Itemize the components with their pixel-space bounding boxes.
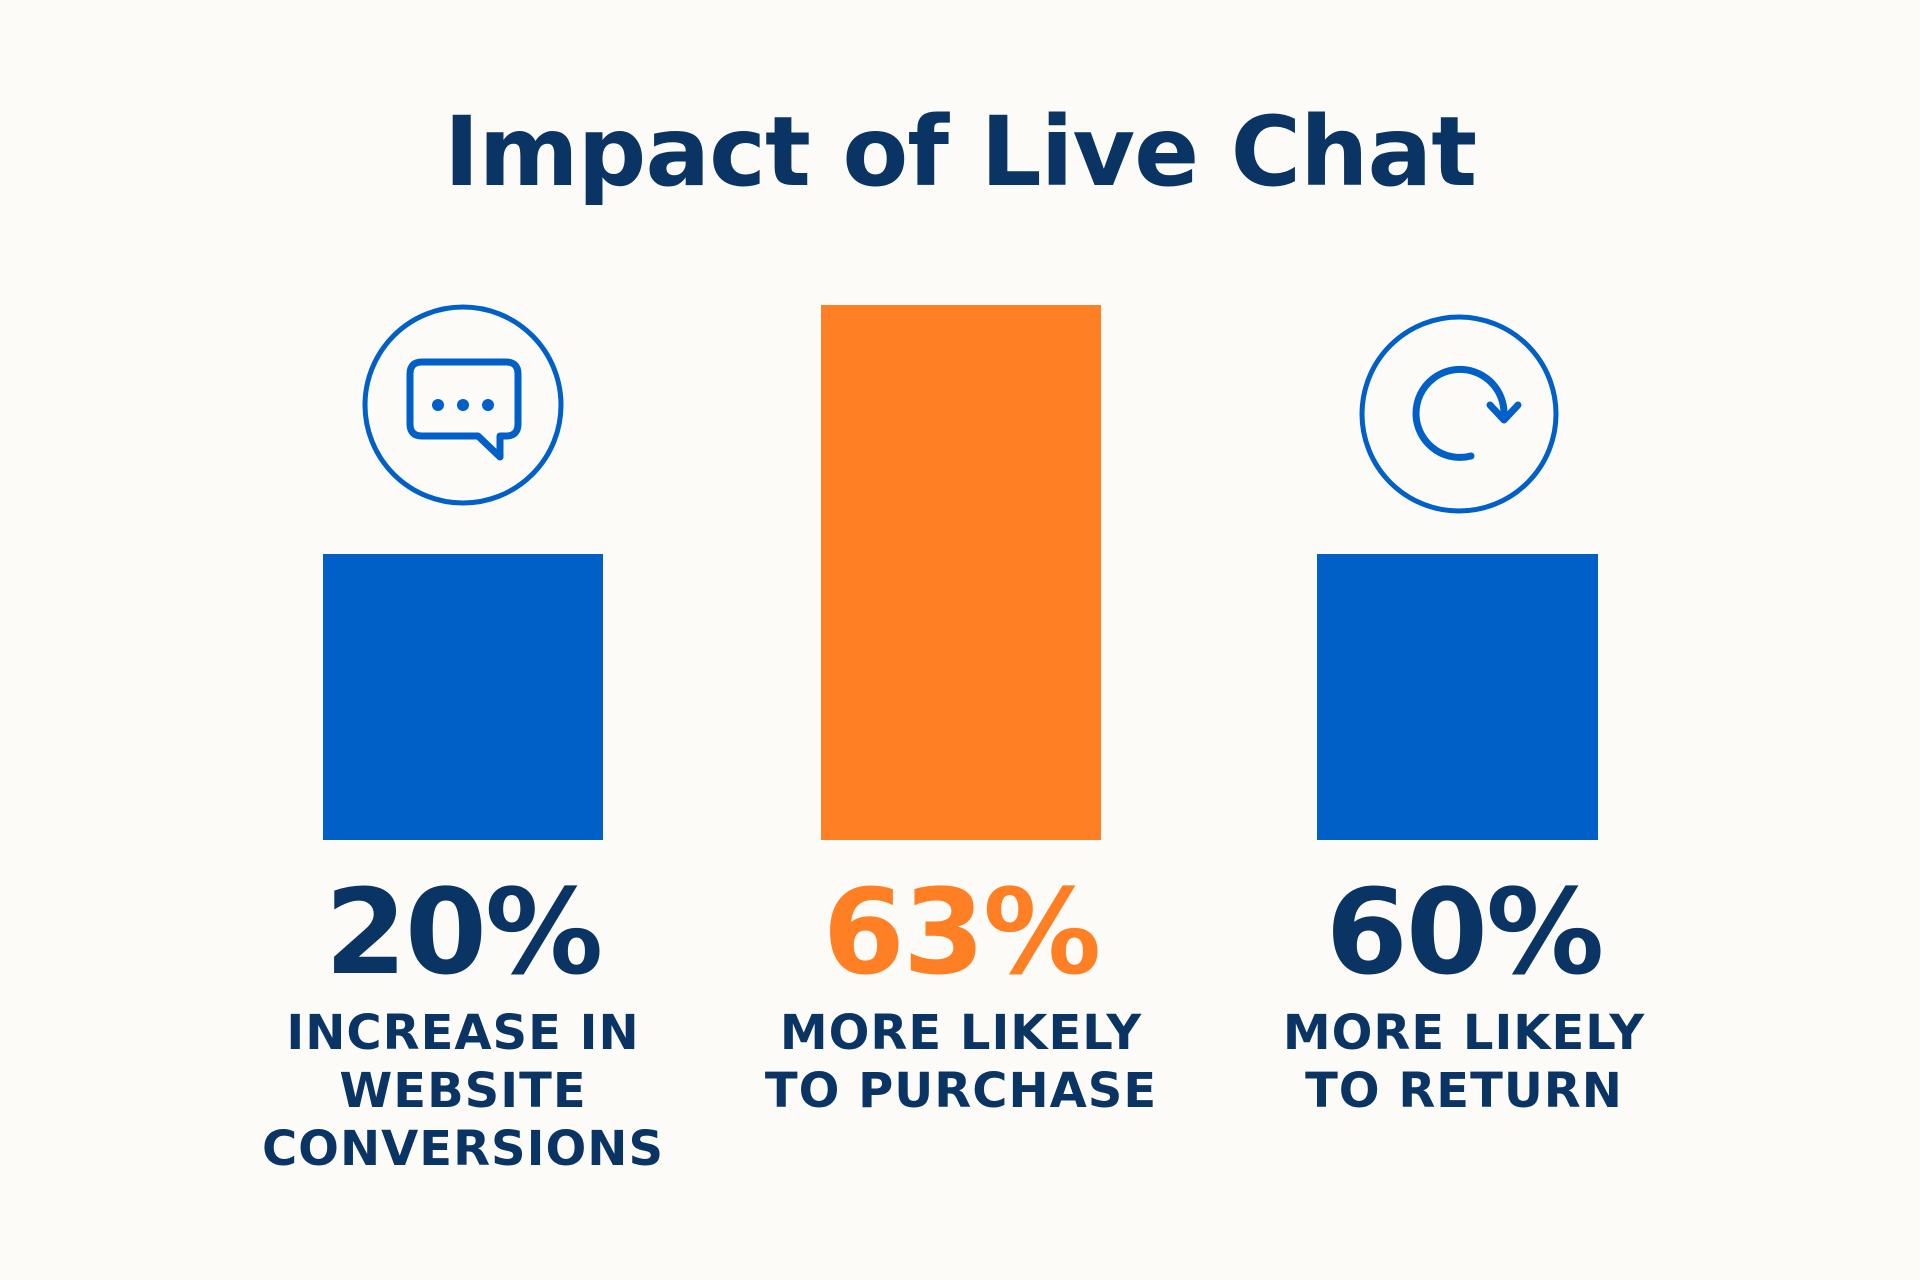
label-line: MORE LIKELY	[1282, 1005, 1646, 1061]
stat-purchase: 63% MORE LIKELY TO PURCHASE	[701, 872, 1221, 1120]
refresh-arrow-icon	[1359, 314, 1559, 514]
chat-bubble-icon	[362, 304, 564, 506]
stat-value: 60%	[1325, 863, 1604, 1001]
label-line: TO PURCHASE	[764, 1063, 1158, 1119]
label-line: MORE LIKELY	[779, 1005, 1143, 1061]
bar-conversions	[323, 554, 603, 840]
stat-label: MORE LIKELY TO PURCHASE	[701, 1004, 1221, 1120]
stat-value: 63%	[822, 863, 1101, 1001]
chart-title: Impact of Live Chat	[443, 96, 1477, 208]
stat-label: INCREASE IN WEBSITE CONVERSIONS	[203, 1004, 723, 1178]
bar-purchase	[821, 305, 1101, 840]
label-line: TO RETURN	[1305, 1063, 1623, 1119]
label-line: INCREASE IN	[286, 1005, 640, 1061]
label-line: CONVERSIONS	[261, 1121, 665, 1177]
stat-return: 60% MORE LIKELY TO RETURN	[1204, 872, 1724, 1120]
stat-label: MORE LIKELY TO RETURN	[1204, 1004, 1724, 1120]
stat-value: 20%	[324, 863, 603, 1001]
bar-return	[1317, 554, 1598, 840]
stat-conversions: 20% INCREASE IN WEBSITE CONVERSIONS	[203, 872, 723, 1178]
label-line: WEBSITE	[339, 1063, 587, 1119]
